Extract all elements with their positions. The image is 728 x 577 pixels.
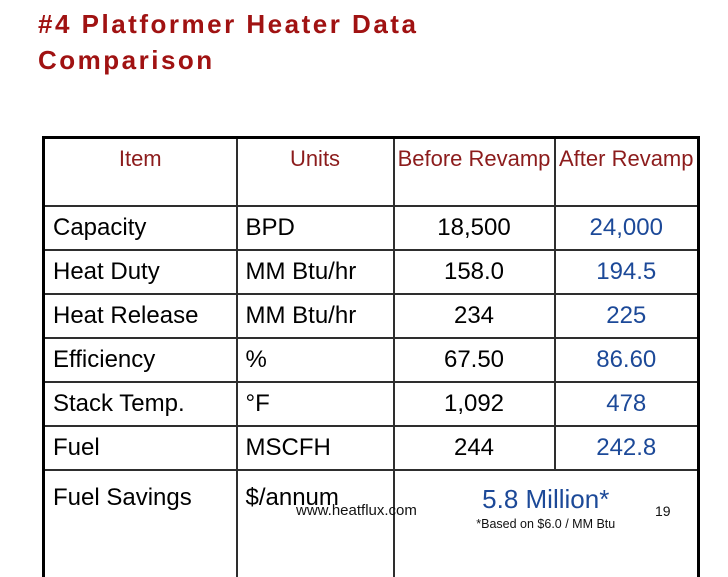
cell-after: 242.8 [553,425,700,471]
cell-units: $/annum [235,469,395,577]
table-row: Stack Temp. °F 1,092 478 [42,381,700,427]
cell-after: 24,000 [553,205,700,251]
table-row: Efficiency % 67.50 86.60 [42,337,700,383]
fuel-savings-value: 5.8 Million* [482,484,610,514]
cell-item: Efficiency [42,337,238,383]
cell-before: 244 [392,425,556,471]
cell-item: Fuel [42,425,238,471]
cell-after: 478 [553,381,700,427]
cell-units: MM Btu/hr [235,293,395,339]
cell-units: BPD [235,205,395,251]
cell-item: Heat Duty [42,249,238,295]
fuel-savings-footnote: *Based on $6.0 / MM Btu [476,517,616,531]
cell-after: 225 [553,293,700,339]
comparison-table: Item Units Before Revamp After Revamp Ca… [42,136,700,577]
cell-before: 234 [392,293,556,339]
cell-item: Capacity [42,205,238,251]
table-row: Fuel MSCFH 244 242.8 [42,425,700,471]
cell-before: 1,092 [392,381,556,427]
column-header-units: Units [235,136,395,207]
footer-page-number: 19 [655,503,671,519]
cell-units: MSCFH [235,425,395,471]
table-row: Heat Duty MM Btu/hr 158.0 194.5 [42,249,700,295]
column-header-item: Item [42,136,238,207]
cell-item: Heat Release [42,293,238,339]
cell-before: 158.0 [392,249,556,295]
slide-title-line1: #4 Platformer Heater Data [38,9,419,39]
cell-after: 194.5 [553,249,700,295]
cell-after: 86.60 [553,337,700,383]
cell-merged-savings: 5.8 Million* *Based on $6.0 / MM Btu [392,469,700,577]
footer-website: www.heatflux.com [296,502,417,519]
cell-units: MM Btu/hr [235,249,395,295]
cell-units: °F [235,381,395,427]
cell-item: Fuel Savings [42,469,238,577]
slide-title: #4 Platformer Heater Data Comparison [38,6,418,78]
column-header-after: After Revamp [553,136,700,207]
table-row: Heat Release MM Btu/hr 234 225 [42,293,700,339]
cell-item: Stack Temp. [42,381,238,427]
slide: #4 Platformer Heater Data Comparison Ite… [38,6,700,577]
cell-before: 67.50 [392,337,556,383]
table-row: Capacity BPD 18,500 24,000 [42,205,700,251]
cell-before: 18,500 [392,205,556,251]
table-header-row: Item Units Before Revamp After Revamp [42,136,700,207]
column-header-before: Before Revamp [392,136,556,207]
slide-title-line2: Comparison [38,45,215,75]
cell-units: % [235,337,395,383]
table-row-fuel-savings: Fuel Savings $/annum 5.8 Million* *Based… [42,469,700,577]
